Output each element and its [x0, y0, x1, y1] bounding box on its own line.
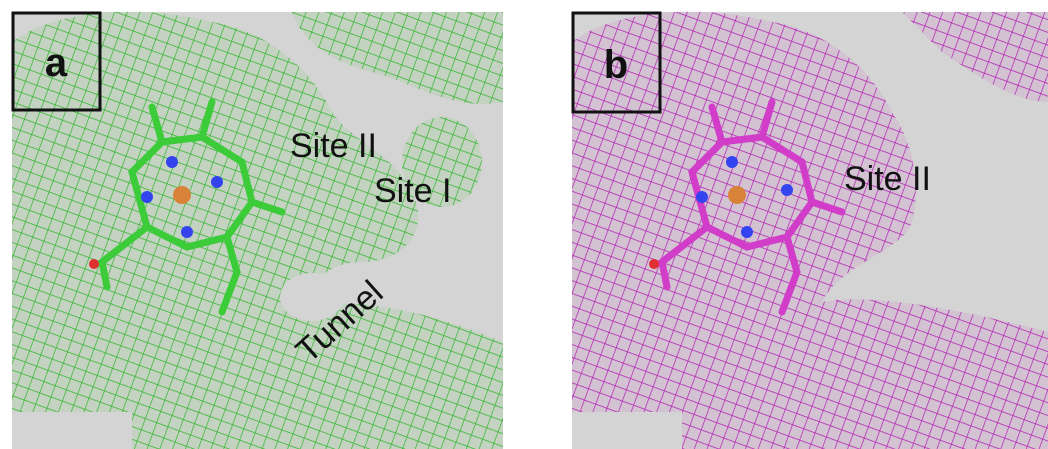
background [572, 412, 682, 449]
panel-label: a [45, 41, 68, 85]
page: Site II Site I Tunnel a Site II b (() =>… [0, 0, 1048, 449]
background [12, 412, 132, 449]
annotation: Site II [290, 127, 377, 165]
annotation: Site II [844, 160, 931, 198]
figure: Site II Site I Tunnel a Site II b [0, 0, 1048, 449]
panel-a: Site II Site I Tunnel a [12, 12, 503, 449]
panel-b: Site II b [572, 12, 1048, 449]
panel-label: b [604, 43, 628, 87]
annotation: Site I [374, 172, 451, 210]
